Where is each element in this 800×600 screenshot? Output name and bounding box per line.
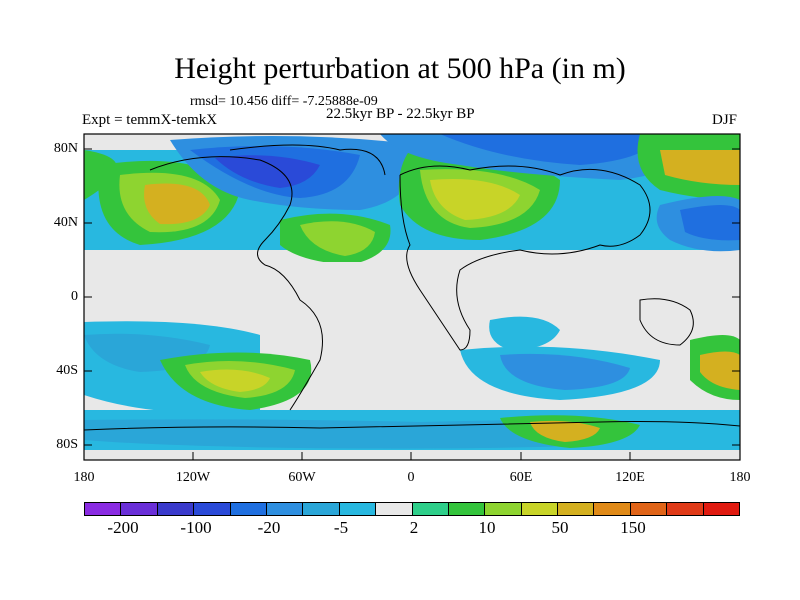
colorbar-label: 50 bbox=[551, 518, 569, 537]
colorbar bbox=[84, 502, 740, 516]
colorbar-swatch bbox=[521, 503, 559, 515]
colorbar-swatch bbox=[558, 503, 595, 515]
colorbar-swatch bbox=[303, 503, 340, 515]
colorbar-swatch bbox=[667, 503, 704, 515]
colorbar-swatch bbox=[230, 503, 267, 515]
colorbar-swatch bbox=[157, 503, 195, 515]
colorbar-swatch bbox=[630, 503, 668, 515]
lon-label-0: 0 bbox=[407, 470, 415, 485]
lon-label-120e: 120E bbox=[615, 470, 645, 485]
colorbar-label: 2 bbox=[409, 518, 419, 537]
colorbar-swatch bbox=[448, 503, 486, 515]
lon-label-180e: 180 bbox=[729, 470, 751, 485]
lon-label-60w: 60W bbox=[288, 470, 316, 485]
colorbar-swatch bbox=[85, 503, 122, 515]
colorbar-label: 150 bbox=[620, 518, 646, 537]
colorbar-swatch bbox=[594, 503, 631, 515]
colorbar-swatch bbox=[121, 503, 158, 515]
lat-label-80s: 80S bbox=[56, 437, 78, 452]
colorbar-swatch bbox=[485, 503, 522, 515]
colorbar-swatch bbox=[376, 503, 413, 515]
colorbar-swatch bbox=[412, 503, 449, 515]
colorbar-swatch bbox=[339, 503, 377, 515]
coastlines bbox=[84, 144, 740, 431]
map-fields bbox=[84, 134, 740, 460]
lon-label-120w: 120W bbox=[175, 470, 211, 485]
colorbar-label: -100 bbox=[180, 518, 212, 537]
lat-label-40n: 40N bbox=[53, 215, 78, 230]
colorbar-swatch bbox=[266, 503, 304, 515]
colorbar-label: -5 bbox=[333, 518, 349, 537]
colorbar-label: 10 bbox=[478, 518, 496, 537]
season-label: DJF bbox=[712, 112, 738, 128]
lat-label-80n: 80N bbox=[53, 141, 78, 156]
colorbar-label: -200 bbox=[107, 518, 139, 537]
period-text: 22.5kyr BP - 22.5kyr BP bbox=[326, 106, 475, 122]
axis-ticks bbox=[84, 148, 740, 460]
experiment-label: Expt = temmX-temkX bbox=[82, 112, 218, 128]
lat-label-40s: 40S bbox=[56, 363, 78, 378]
colorbar-swatch bbox=[703, 503, 740, 515]
colorbar-swatch bbox=[194, 503, 231, 515]
stats-text: rmsd= 10.456 diff= -7.25888e-09 bbox=[190, 94, 378, 109]
chart-title: Height perturbation at 500 hPa (in m) bbox=[174, 52, 626, 85]
lat-label-0: 0 bbox=[71, 289, 78, 304]
lon-label-180w: 180 bbox=[73, 470, 95, 485]
lon-label-60e: 60E bbox=[509, 470, 533, 485]
colorbar-label: -20 bbox=[257, 518, 281, 537]
